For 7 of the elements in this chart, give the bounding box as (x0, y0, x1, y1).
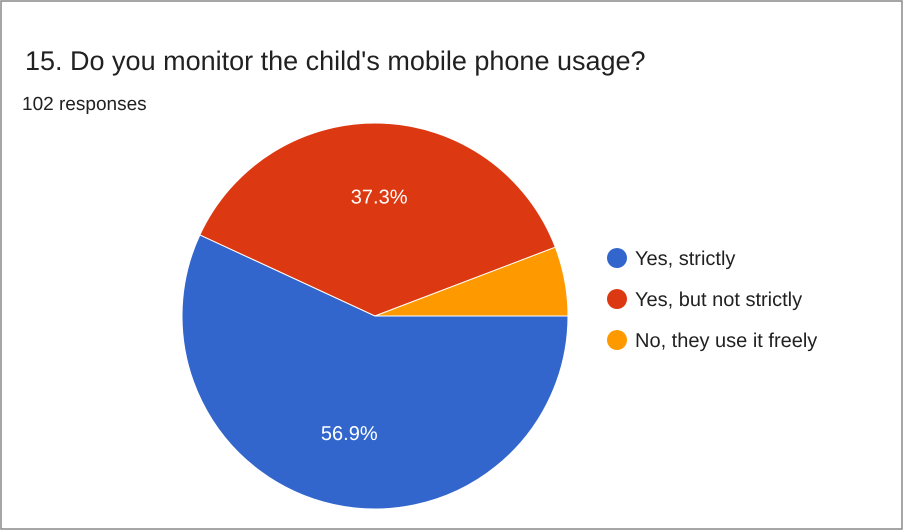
chart-title: 15. Do you monitor the child's mobile phone usage? (25, 46, 646, 76)
legend-label: No, they use it freely (635, 330, 818, 352)
chart-subtitle: 102 responses (22, 94, 147, 115)
legend-label: Yes, but not strictly (635, 289, 802, 311)
data-label: 37.3% (350, 186, 408, 208)
data-label: 56.9% (320, 422, 378, 445)
legend-label: Yes, strictly (635, 248, 736, 270)
